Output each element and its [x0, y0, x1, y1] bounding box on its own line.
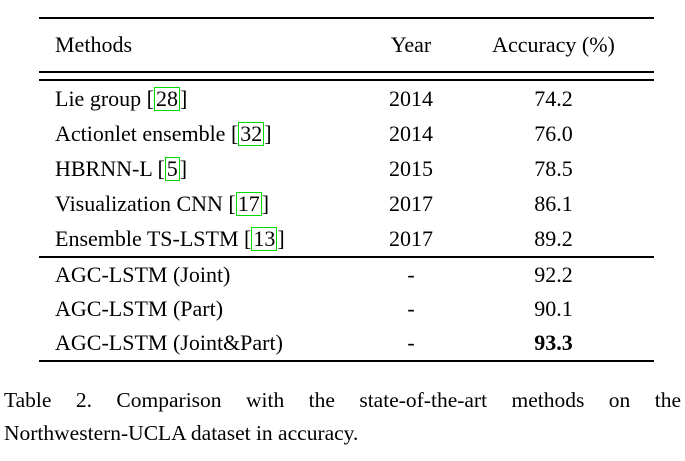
table-rule-mid — [39, 256, 654, 258]
col-header-year: Year — [390, 32, 432, 57]
caption-line-1: Table 2. Comparison with the state-of-th… — [4, 388, 681, 412]
table-row: Visualization CNN [17] 2017 86.1 — [39, 186, 654, 221]
year-cell: 2017 — [389, 226, 433, 251]
accuracy-cell: 76.0 — [534, 121, 573, 146]
year-cell: - — [407, 330, 415, 355]
table-row: AGC-LSTM (Joint&Part) - 93.3 — [39, 326, 654, 360]
year-cell: 2014 — [389, 121, 433, 146]
table-row: AGC-LSTM (Joint) - 92.2 — [39, 258, 654, 292]
accuracy-cell: 89.2 — [534, 226, 573, 251]
method-cell: Visualization CNN [17] — [55, 191, 270, 216]
method-cell: Ensemble TS-LSTM [13] — [55, 226, 285, 251]
accuracy-cell: 74.2 — [534, 86, 573, 111]
citation-link[interactable]: 32 — [238, 121, 265, 146]
results-table: Methods Year Accuracy (%) Lie group [28]… — [39, 17, 654, 362]
citation-link[interactable]: 17 — [235, 191, 262, 216]
citation-link[interactable]: 28 — [153, 86, 180, 111]
accuracy-cell: 93.3 — [534, 330, 573, 355]
table-row: AGC-LSTM (Part) - 90.1 — [39, 292, 654, 326]
table-rule-top — [39, 17, 654, 19]
year-cell: - — [407, 296, 415, 321]
accuracy-cell: 78.5 — [534, 156, 573, 181]
year-cell: 2015 — [389, 156, 433, 181]
method-cell: Lie group [28] — [55, 86, 188, 111]
method-cell: AGC-LSTM (Joint&Part) — [55, 330, 283, 355]
method-cell: HBRNN-L [5] — [55, 156, 188, 181]
citation-link[interactable]: 13 — [251, 226, 278, 251]
year-cell: 2017 — [389, 191, 433, 216]
accuracy-cell: 92.2 — [534, 262, 573, 287]
table-row: Actionlet ensemble [32] 2014 76.0 — [39, 116, 654, 151]
table-header-row: Methods Year Accuracy (%) — [39, 19, 654, 71]
accuracy-cell: 90.1 — [534, 296, 573, 321]
year-cell: 2014 — [389, 86, 433, 111]
method-cell: Actionlet ensemble [32] — [55, 121, 272, 146]
accuracy-cell: 86.1 — [534, 191, 573, 216]
table-row: Lie group [28] 2014 74.2 — [39, 81, 654, 116]
table-row: Ensemble TS-LSTM [13] 2017 89.2 — [39, 221, 654, 256]
method-cell: AGC-LSTM (Part) — [55, 296, 224, 321]
citation-link[interactable]: 5 — [164, 156, 180, 181]
table-rule-bottom — [39, 360, 654, 362]
table-row: HBRNN-L [5] 2015 78.5 — [39, 151, 654, 186]
year-cell: - — [407, 262, 415, 287]
table-section-ours: AGC-LSTM (Joint) - 92.2 AGC-LSTM (Part) - 90.… — [39, 258, 654, 360]
table-caption: Table 2. Comparison with the state-of-th… — [4, 384, 681, 450]
method-cell: AGC-LSTM (Joint) — [55, 262, 231, 287]
table-rule-double — [39, 71, 654, 81]
col-header-accuracy: Accuracy (%) — [492, 32, 615, 57]
caption-line-2: Northwestern-UCLA dataset in accuracy. — [4, 421, 359, 445]
col-header-methods: Methods — [55, 32, 132, 57]
table-section-cited: Lie group [28] 2014 74.2 Actionlet ensemble… — [39, 81, 654, 256]
